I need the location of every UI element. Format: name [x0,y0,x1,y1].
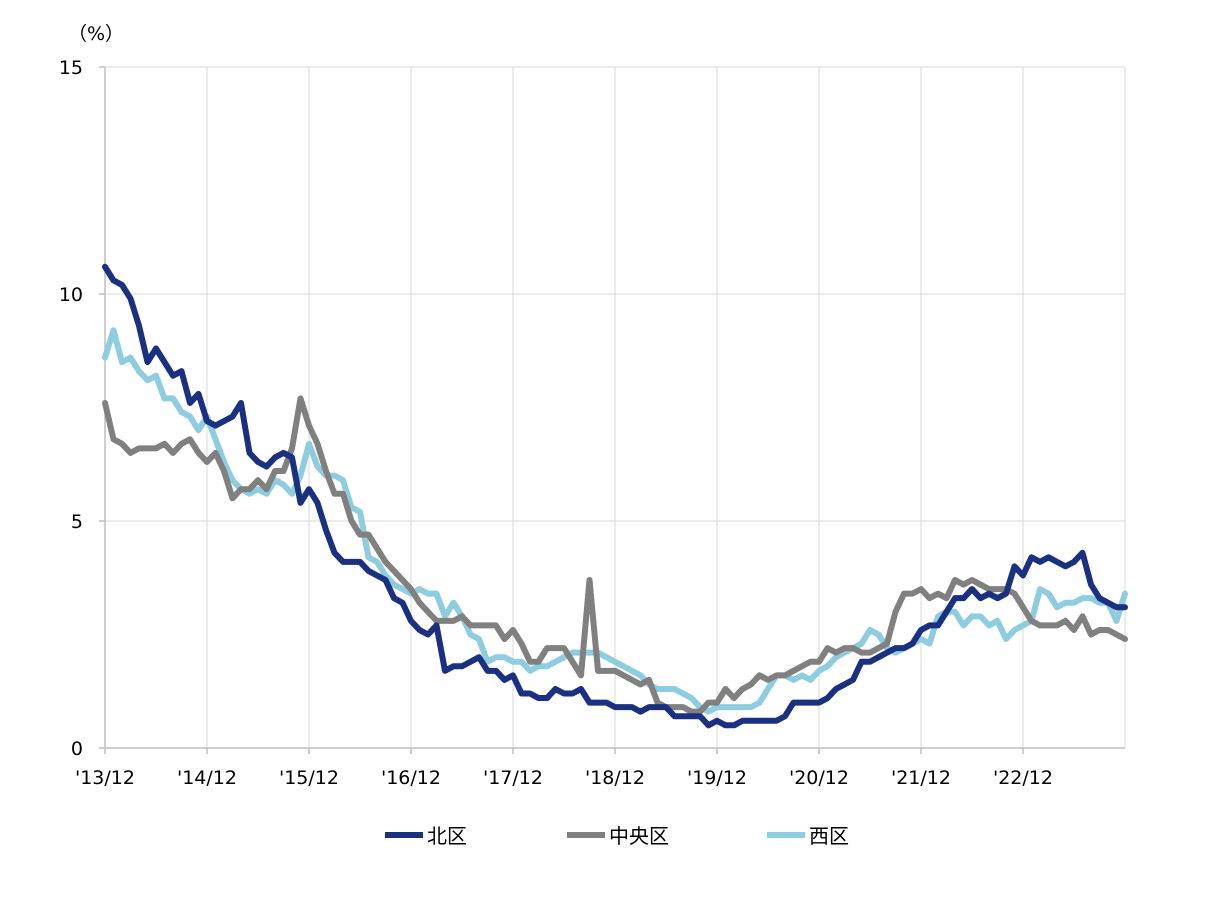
series-line-1 [102,263,1128,729]
series-line-2 [102,395,1128,715]
series-line-3 [102,327,1128,715]
x-tick-label: '13/12 [75,767,135,789]
y-unit-label: （%） [68,23,124,45]
x-tick-label: '21/12 [891,767,951,789]
legend-label: 西区 [809,824,849,848]
y-tick-labels: 0 5 10 15 [59,57,83,760]
x-tick-label: '20/12 [789,767,849,789]
x-tick-label: '17/12 [483,767,543,789]
y-tick-label: 15 [59,57,83,79]
x-tick-label: '22/12 [993,767,1053,789]
legend: 北区 中央区 西区 [385,824,849,848]
y-tick-label: 0 [71,738,83,760]
series-lines [102,263,1128,729]
y-tick-label: 10 [59,284,83,306]
legend-label: 北区 [427,824,467,848]
gridlines [105,66,1126,748]
y-tick-label: 5 [71,511,83,533]
x-tick-label: '16/12 [381,767,441,789]
x-tick-label: '14/12 [177,767,237,789]
x-tick-label: '19/12 [687,767,747,789]
x-tick-label: '15/12 [279,767,339,789]
x-tick-labels: '13/12 '14/12 '15/12 '16/12 '17/12 '18/12 '19/… [75,767,1053,789]
legend-label: 中央区 [609,824,669,848]
x-tick-label: '18/12 [585,767,645,789]
